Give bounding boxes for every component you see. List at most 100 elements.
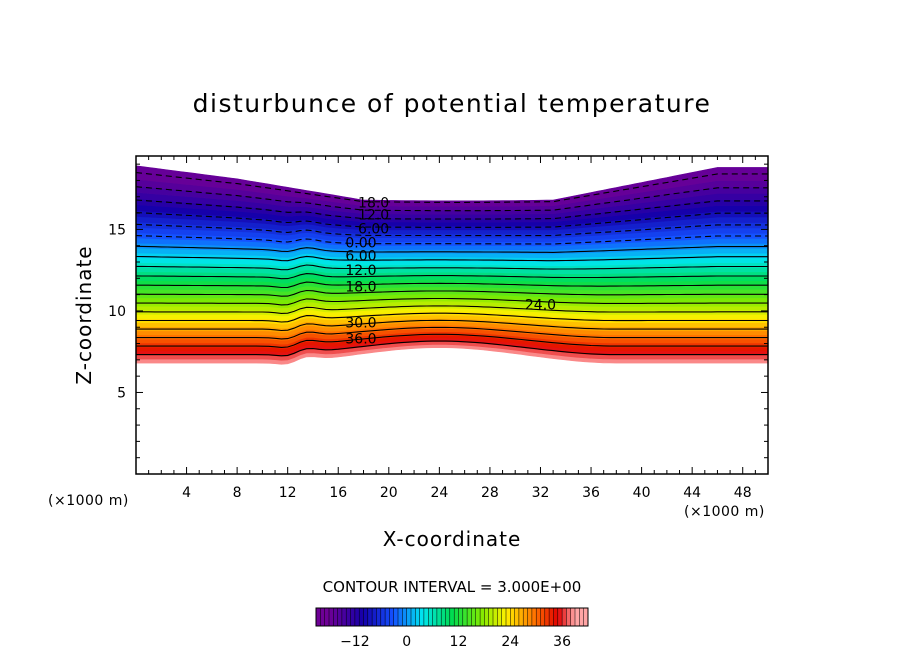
x-tick-label: 4 [182, 485, 191, 501]
colorbar-cell [549, 608, 554, 626]
contour-line [136, 326, 768, 340]
contour-label: 18.0 [358, 195, 389, 211]
x-unit-label: (×1000 m) [684, 504, 765, 520]
contour-line [136, 172, 768, 203]
colorbar-cell [510, 608, 515, 626]
colorbar-cell [419, 608, 425, 626]
contour-line [136, 199, 768, 220]
colorbar-cell [523, 608, 528, 626]
colorbar-cell [341, 608, 347, 626]
contour-label: 6.00 [358, 222, 389, 238]
contour-label: 12.0 [358, 208, 389, 224]
colorbar-cell [389, 608, 395, 626]
colorbar-cell [329, 608, 334, 626]
colorbar-cell [380, 608, 386, 626]
colorbar-cell [367, 608, 373, 626]
y-tick-label: 10 [108, 304, 126, 320]
colorbar-cell [493, 608, 498, 626]
colorbar-tick-label: 24 [501, 634, 519, 650]
colorbar-cell [544, 608, 550, 626]
contour-interval-text: CONTOUR INTERVAL = 3.000E+00 [323, 578, 582, 596]
colorbar-cell [540, 608, 546, 626]
colorbar-tick-labels: −12 0 12 24 36 [340, 634, 571, 650]
colorbar-cell [376, 608, 382, 626]
colorbar-cell [518, 608, 524, 626]
colorbar-tick-label: 36 [553, 634, 571, 650]
colorbar-cell [562, 608, 567, 626]
contour-label: 6.00 [345, 248, 376, 264]
colorbar-cell [320, 608, 325, 626]
colorbar [315, 607, 589, 627]
contour-line [136, 305, 768, 314]
colorbar-cell [411, 608, 416, 626]
colorbar-cell [553, 608, 559, 626]
y-axis-ticks: 5 10 15 [108, 163, 768, 459]
contour-label: 18.0 [345, 279, 376, 295]
colorbar-cell [415, 608, 420, 626]
colorbar-cell [497, 608, 502, 626]
colorbar-cell [428, 608, 433, 626]
contour-line [136, 273, 768, 280]
x-tick-label: 12 [279, 485, 297, 501]
contour-line [136, 255, 768, 262]
contour-line [136, 333, 768, 348]
colorbar-frame [315, 607, 589, 627]
colorbar-tick-label: 12 [450, 634, 468, 650]
contour-line [136, 297, 768, 306]
contour-line [136, 340, 768, 357]
x-tick-label: 40 [633, 485, 651, 501]
x-tick-label: 32 [532, 485, 550, 501]
colorbar-cell [531, 608, 537, 626]
colorbar-tick-label: −12 [340, 634, 370, 650]
chart-title: disturbunce of potential temperature [193, 89, 712, 118]
x-tick-label: 48 [734, 485, 752, 501]
colorbar-cell [354, 608, 360, 626]
colorbar-cell [316, 608, 321, 626]
contour-line [136, 281, 768, 289]
colorbar-cell [385, 608, 390, 626]
contour-label: 12.0 [345, 263, 376, 279]
contour-line [136, 245, 768, 253]
colorbar-cell [363, 608, 369, 626]
colorbar-cell [402, 608, 407, 626]
contour-label: 30.0 [345, 315, 376, 331]
contour-line [136, 319, 768, 332]
colorbar-cell [346, 608, 351, 626]
y-axis-label: Z-coordinate [72, 245, 96, 384]
colorbar-cell [398, 608, 403, 626]
colorbar-cell [536, 608, 541, 626]
colorbar-cell [501, 608, 507, 626]
colorbar-cell [462, 608, 468, 626]
contour-line [136, 186, 768, 212]
colorbar-cell [566, 608, 572, 626]
colorbar-cell [454, 608, 459, 626]
colorbar-cell [570, 608, 576, 626]
colorbar-cell [506, 608, 511, 626]
colorbar-cell [583, 608, 589, 626]
colorbar-cell [393, 608, 399, 626]
contour-lines [136, 172, 768, 357]
y-tick-label: 15 [108, 222, 126, 238]
contour-line [136, 264, 768, 271]
colorbar-cell [423, 608, 429, 626]
contour-line [136, 312, 768, 323]
colorbar-cell [514, 608, 520, 626]
contour-band [136, 165, 768, 207]
x-tick-label: 24 [430, 485, 448, 501]
colorbar-cell [475, 608, 481, 626]
colorbar-cell [575, 608, 580, 626]
x-axis-label: X-coordinate [383, 527, 522, 551]
colorbar-cell [458, 608, 464, 626]
colorbar-cell [467, 608, 472, 626]
colorbar-cell [406, 608, 412, 626]
colorbar-cell [445, 608, 451, 626]
colorbar-cell [372, 608, 377, 626]
colorbar-cell [484, 608, 490, 626]
contour-label: 36.0 [345, 332, 376, 348]
colorbar-cell [579, 608, 585, 626]
colorbar-cell [432, 608, 438, 626]
x-tick-label: 28 [481, 485, 499, 501]
contour-label: 0.00 [345, 235, 376, 251]
